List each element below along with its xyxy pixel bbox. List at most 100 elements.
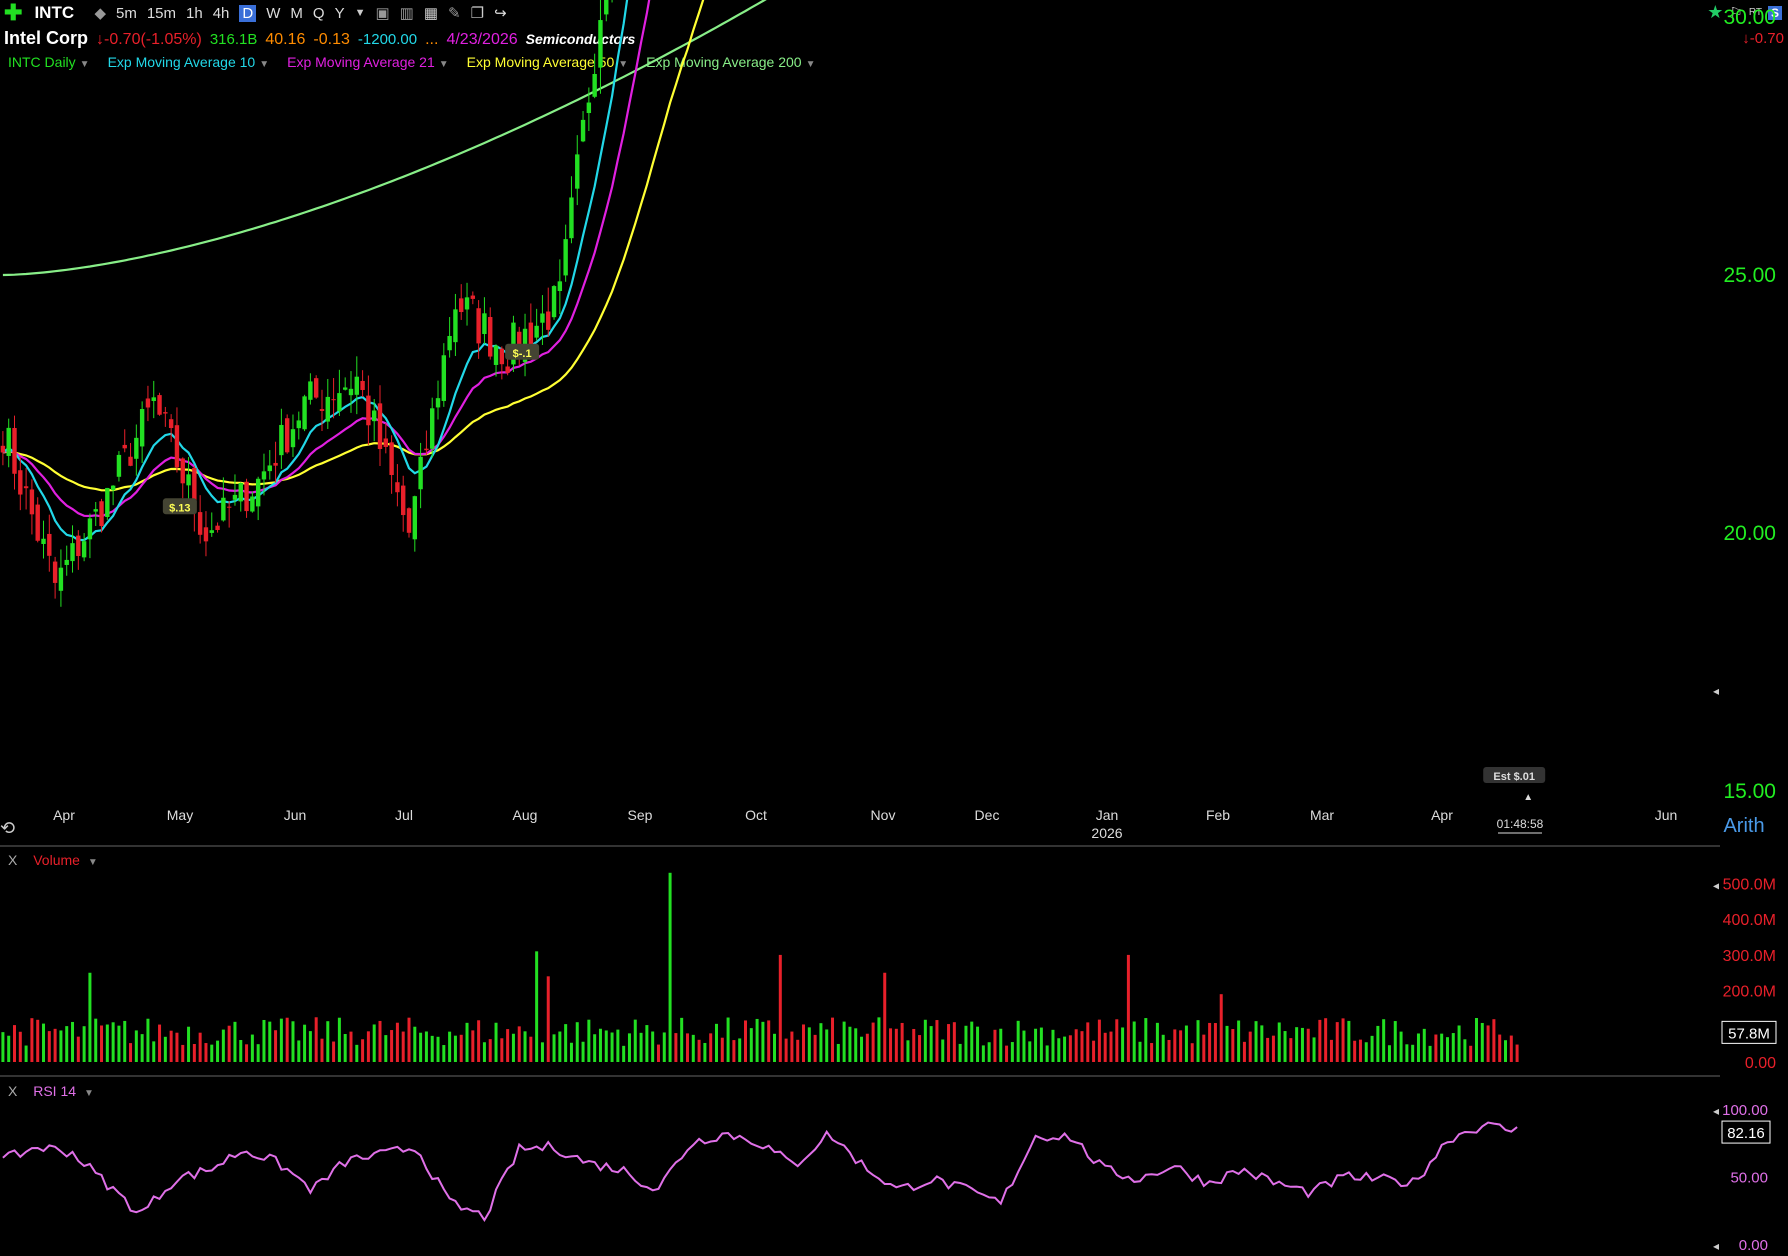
ema10-line [2, 0, 629, 542]
volume-bar [1016, 1020, 1020, 1062]
volume-bar [285, 1017, 289, 1062]
chevron-down-icon[interactable]: ▼ [438, 59, 449, 70]
chevron-down-icon[interactable]: ▼ [618, 59, 629, 70]
volume-bar [976, 1026, 980, 1062]
time-axis[interactable]: Apr May Jun Jul Aug Sep Oct Nov Dec Jan Feb Mar Apr J… [0, 807, 1765, 841]
volume-bar [593, 1034, 597, 1062]
volume-bar [912, 1028, 916, 1062]
volume-bar [303, 1024, 307, 1062]
volume-bar [1364, 1042, 1368, 1062]
share-icon[interactable]: ↪ [494, 5, 507, 22]
calendar-icon[interactable]: ▦ [423, 5, 439, 22]
volume-bar [1167, 1039, 1171, 1062]
chevron-down-icon[interactable]: ▼ [805, 59, 816, 70]
earnings-marker[interactable] [162, 498, 197, 515]
company-name: Intel Corp [4, 28, 88, 48]
volume-bar [854, 1028, 858, 1062]
chevron-down-icon[interactable]: ▼ [259, 59, 270, 70]
legend-daily[interactable]: INTC Daily ▼ [8, 54, 90, 70]
volume-bar [471, 1030, 475, 1062]
candle-body [401, 485, 406, 516]
candle-body [528, 322, 534, 347]
volume-bar [245, 1044, 249, 1062]
close-pane-icon[interactable]: X [8, 1083, 18, 1099]
price-pane[interactable]: $.13$-.1$.23$.15Est $.01▲ [0, 0, 1546, 803]
time-axis-label: Mar [1310, 807, 1334, 823]
volume-bar [1121, 1027, 1125, 1062]
interval-yearly[interactable]: Y [334, 4, 345, 22]
volume-bar [1208, 1022, 1212, 1062]
volume-bar [1300, 1027, 1304, 1062]
candle-body [459, 298, 464, 313]
candle-body [244, 481, 249, 512]
time-axis-label: Dec [975, 807, 1000, 823]
interval-4h[interactable]: 4h [212, 4, 230, 22]
rsi-pane[interactable] [2, 1121, 1518, 1222]
symbol-input[interactable] [32, 2, 85, 24]
volume-bar [633, 1019, 637, 1062]
bars-icon[interactable]: ▥ [399, 5, 414, 22]
interval-weekly[interactable]: W [266, 4, 281, 22]
legend-ema50[interactable]: Exp Moving Average 50 ▼ [467, 54, 629, 70]
interval-quarterly[interactable]: Q [312, 4, 325, 22]
interval-dropdown-icon[interactable]: ▼ [354, 7, 366, 19]
volume-bar [204, 1043, 208, 1062]
volume-bar [1306, 1028, 1310, 1062]
flag-icon[interactable]: ⚐ [1729, 4, 1743, 22]
interval-monthly[interactable]: M [290, 4, 303, 22]
right-toolbar: ★ ⚐ RT S [1707, 2, 1782, 23]
rsi-title[interactable]: RSI 14 [33, 1083, 77, 1099]
volume-bar [1126, 954, 1130, 1062]
legend-ema21[interactable]: Exp Moving Average 21 ▼ [287, 54, 449, 70]
earnings-marker[interactable] [505, 343, 540, 360]
candle-body [406, 508, 412, 533]
down-arrow-icon: ↓ [96, 31, 104, 48]
volume-bar [123, 1020, 127, 1062]
price-axis[interactable]: 80.0075.0070.0065.0060.0055.0050.0045.00… [1681, 0, 1776, 803]
volume-bar [755, 1018, 759, 1062]
layers-icon[interactable]: ❐ [470, 5, 485, 22]
candle-body [371, 410, 377, 422]
chevron-down-icon[interactable]: ▼ [87, 857, 98, 868]
candle-body [93, 509, 98, 512]
interval-5m[interactable]: 5m [115, 4, 137, 22]
volume-bar [42, 1023, 46, 1062]
chevron-down-icon[interactable]: ▼ [83, 1088, 94, 1099]
volume-bar [732, 1040, 736, 1062]
legend-ema10[interactable]: Exp Moving Average 10 ▼ [108, 54, 270, 70]
quote-ellipsis[interactable]: ... [425, 31, 439, 48]
low-marker-icon: ◂ [1713, 684, 1719, 698]
volume-bar [523, 1031, 527, 1062]
interval-daily[interactable]: D [239, 4, 257, 22]
volume-bar [482, 1042, 486, 1062]
volume-bar [262, 1019, 266, 1062]
close-pane-icon[interactable]: X [8, 852, 18, 868]
volume-bar [743, 1020, 747, 1062]
earnings-label: $-.1 [513, 348, 532, 360]
favorite-star-icon[interactable]: ★ [1707, 2, 1724, 22]
volume-bar [117, 1025, 121, 1062]
chart-type-icon[interactable]: ▣ [375, 5, 390, 22]
draw-pencil-icon[interactable]: ✎ [448, 5, 461, 22]
interval-15m[interactable]: 15m [146, 4, 177, 22]
volume-title[interactable]: Volume [33, 852, 80, 868]
add-symbol-icon[interactable]: ✚ [4, 0, 23, 25]
volume-bar [13, 1025, 17, 1062]
earnings-marker[interactable] [1483, 767, 1546, 783]
interval-1h[interactable]: 1h [186, 4, 203, 22]
link-icon[interactable]: ◆ [94, 5, 106, 22]
volume-bar [129, 1043, 133, 1062]
volume-bar [604, 1030, 608, 1062]
volume-bar [1237, 1020, 1241, 1062]
volume-bar [1469, 1045, 1473, 1062]
volume-bar [947, 1024, 951, 1062]
volume-bar [366, 1031, 370, 1062]
sp-icon[interactable]: S [1767, 5, 1782, 20]
candle-body [105, 487, 110, 518]
time-axis-label: Jun [1655, 807, 1678, 823]
volume-bar [465, 1022, 469, 1062]
candle-body [284, 418, 290, 453]
volume-pane[interactable] [1, 872, 1519, 1062]
chevron-down-icon[interactable]: ▼ [79, 59, 90, 70]
